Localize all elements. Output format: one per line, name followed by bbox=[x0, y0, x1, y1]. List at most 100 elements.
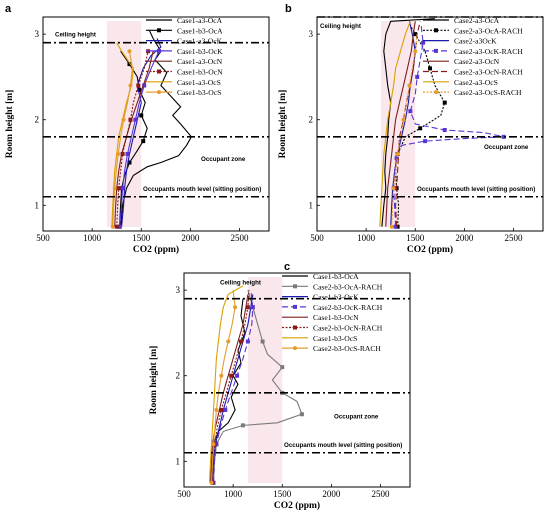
panel-letter: b bbox=[285, 3, 292, 15]
series-line-Case2-b3-OcA-RACH bbox=[212, 289, 303, 483]
legend-entry: Case2-a3-OcA bbox=[454, 16, 500, 25]
data-point bbox=[116, 186, 121, 191]
series-line-Case2-a3-OcS-RACH bbox=[391, 34, 418, 227]
data-point bbox=[245, 339, 250, 344]
data-point bbox=[117, 224, 122, 229]
mouth-level-label: Occupants mouth level (sitting position) bbox=[417, 186, 535, 193]
data-point bbox=[442, 127, 447, 132]
data-point bbox=[127, 49, 132, 54]
legend-entry: Case2-b3-OcA-RACH bbox=[313, 282, 383, 291]
x-tick-label: 2000 bbox=[322, 489, 341, 499]
legend-entry: Case2-a3-OcS bbox=[454, 78, 498, 87]
legend-entry: Case1-b3-OcS bbox=[313, 334, 357, 343]
data-point bbox=[125, 151, 130, 156]
data-point bbox=[233, 305, 238, 310]
data-point bbox=[214, 407, 219, 412]
ceiling-height-label: Ceiling height bbox=[320, 23, 361, 30]
legend-marker bbox=[293, 346, 297, 351]
data-point bbox=[408, 109, 413, 114]
data-point bbox=[114, 224, 119, 229]
occupant-zone-label: Occupant zone bbox=[484, 144, 529, 151]
data-point bbox=[209, 480, 214, 485]
legend-entry: Case1-a3-OcS bbox=[177, 78, 221, 87]
data-point bbox=[121, 117, 126, 122]
x-tick-label: 1000 bbox=[83, 233, 102, 243]
legend-marker bbox=[293, 284, 297, 289]
data-point bbox=[240, 423, 245, 428]
legend-entry: Case1-a3-OcK bbox=[177, 37, 223, 46]
panel-letter: a bbox=[5, 3, 12, 15]
axes-frame bbox=[183, 272, 411, 488]
legend-entry: Case2-a3-OcN-RACH bbox=[454, 68, 523, 77]
series-line-Case2-b3-OcK-RACH bbox=[212, 290, 254, 483]
data-point bbox=[407, 83, 412, 88]
x-tick-label: 2000 bbox=[181, 233, 200, 243]
data-point bbox=[393, 224, 398, 229]
legend-marker bbox=[157, 28, 161, 33]
data-point bbox=[442, 100, 447, 105]
legend-entry: Case2-b3-OcS-RACH bbox=[313, 344, 381, 353]
data-point bbox=[421, 40, 426, 45]
data-point bbox=[128, 117, 133, 122]
data-point bbox=[211, 442, 216, 447]
x-tick-label: 2500 bbox=[231, 233, 250, 243]
data-point bbox=[137, 87, 142, 92]
legend-entry: Case1-b3-OcN bbox=[313, 313, 359, 322]
y-tick-label: 2 bbox=[309, 115, 314, 125]
data-point bbox=[219, 407, 224, 412]
legend-marker bbox=[157, 90, 161, 95]
data-point bbox=[299, 412, 304, 417]
legend-entry: Case1-b3-OcK bbox=[177, 47, 223, 56]
data-point bbox=[133, 117, 138, 122]
series-line-Case2-a3-OcN-RACH bbox=[395, 21, 421, 227]
data-point bbox=[418, 126, 423, 131]
legend-marker bbox=[434, 28, 438, 33]
occupant-zone-label: Occupant zone bbox=[334, 414, 379, 421]
legend-marker bbox=[157, 69, 161, 74]
data-point bbox=[120, 151, 125, 156]
y-tick-label: 3 bbox=[35, 29, 40, 39]
data-point bbox=[110, 224, 115, 229]
data-point bbox=[413, 49, 418, 54]
legend-entry: Case2-a3-OcK-RACH bbox=[454, 47, 523, 56]
legend-marker bbox=[434, 90, 438, 95]
data-point bbox=[413, 32, 418, 37]
series-line-Case1-b3-OcA bbox=[119, 50, 148, 227]
legend-marker bbox=[434, 48, 438, 53]
y-tick-label: 1 bbox=[35, 200, 40, 210]
data-point bbox=[428, 66, 432, 71]
chart-panel-c: c 500 1000 1500 2000 2500 1 2 3 CO2 (ppm) Room hei… bbox=[149, 261, 411, 511]
data-point bbox=[128, 83, 133, 88]
y-tick-label: 2 bbox=[35, 115, 40, 125]
x-axis-title: CO2 (ppm) bbox=[133, 244, 179, 255]
data-point bbox=[223, 407, 228, 412]
data-point bbox=[226, 339, 231, 344]
data-point bbox=[260, 339, 265, 344]
axes-frame bbox=[42, 16, 270, 232]
mouth-level-label: Occupants mouth level (sitting position) bbox=[143, 186, 261, 193]
legend-entry: Case1-b3-OcS bbox=[177, 88, 221, 97]
data-point bbox=[120, 186, 125, 191]
data-point bbox=[219, 373, 224, 378]
x-tick-label: 500 bbox=[36, 233, 50, 243]
series-line-Case2-a3-OcN bbox=[385, 21, 416, 227]
ceiling-height-label: Ceiling height bbox=[55, 32, 96, 39]
x-tick-label: 1000 bbox=[224, 489, 243, 499]
x-tick-label: 2500 bbox=[372, 489, 391, 499]
legend-marker bbox=[157, 48, 161, 53]
series-line-Case2-a3-OcS bbox=[379, 21, 411, 227]
series-line-Case2-b3-OcN-RACH bbox=[211, 290, 250, 483]
data-point bbox=[245, 305, 250, 310]
data-point bbox=[116, 151, 121, 156]
occupant-zone-label: Occupant zone bbox=[201, 156, 246, 163]
y-tick-label: 1 bbox=[176, 456, 181, 466]
legend-entry: Case2-b3-OcK-RACH bbox=[313, 303, 383, 312]
y-tick-label: 2 bbox=[176, 371, 181, 381]
data-point bbox=[127, 160, 132, 165]
y-tick-label: 3 bbox=[176, 285, 181, 295]
ceiling-height-label: Ceiling height bbox=[220, 280, 261, 287]
legend-marker bbox=[293, 325, 297, 330]
